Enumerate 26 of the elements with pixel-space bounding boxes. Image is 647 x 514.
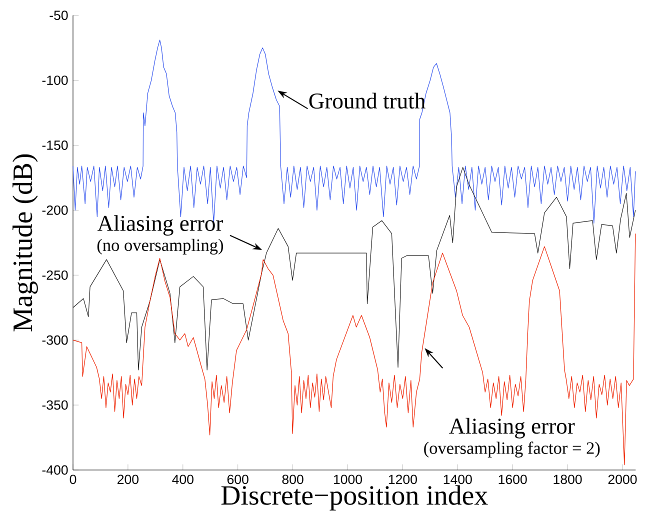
- x-tick-label: 400: [172, 474, 194, 484]
- y-tick-label: -100: [42, 76, 68, 85]
- x-tick-label: 0: [70, 474, 76, 484]
- annotation: Ground truth: [309, 92, 426, 109]
- x-tick-label: 1400: [444, 474, 472, 484]
- y-tick-label: -350: [42, 400, 68, 410]
- x-tick-label: 1000: [334, 474, 362, 484]
- annotation: (oversampling factor = 2): [424, 442, 600, 458]
- y-tick-label: -200: [42, 205, 68, 215]
- x-tick-label: 1600: [498, 474, 527, 484]
- y-tick-label: -250: [42, 270, 68, 280]
- x-tick-label: 1200: [388, 474, 417, 484]
- annotation: (no oversampling): [97, 238, 224, 255]
- annotation: Aliasing error: [449, 418, 575, 438]
- x-axis-title: Discrete−position index: [221, 485, 488, 511]
- x-tick-label: 2000: [608, 474, 637, 484]
- y-tick-label: -150: [42, 140, 68, 150]
- y-axis-title: Magnitude (dB): [12, 154, 38, 332]
- y-tick-label: -400: [42, 465, 68, 475]
- x-tick-label: 1800: [554, 474, 582, 484]
- y-tick-label: -300: [42, 335, 68, 345]
- x-tick-label: 800: [282, 474, 304, 484]
- x-tick-label: 600: [227, 474, 248, 484]
- y-tick-label: -50: [50, 10, 68, 20]
- annotation: Aliasing error: [97, 215, 224, 236]
- x-tick-label: 200: [118, 474, 139, 484]
